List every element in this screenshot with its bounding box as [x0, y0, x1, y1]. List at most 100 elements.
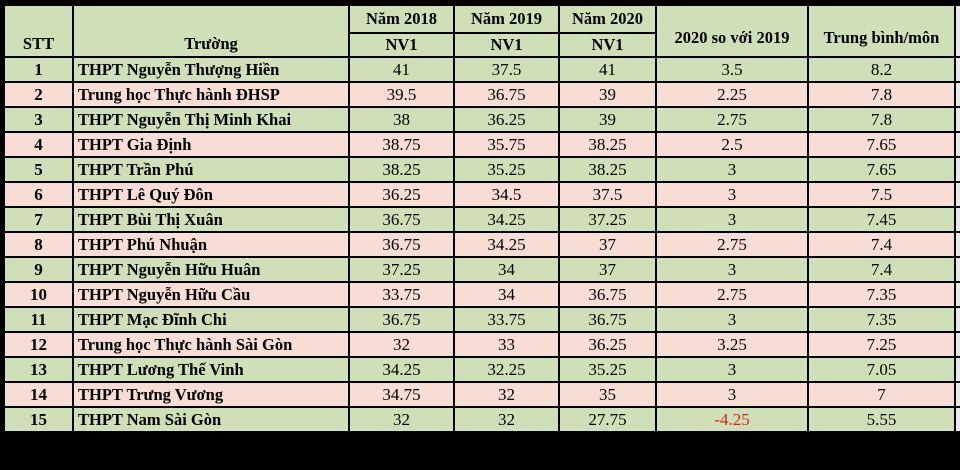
row-diff: 2.25: [655, 81, 809, 108]
row-blank-cell: [954, 131, 960, 158]
row-stt: 9: [3, 256, 74, 283]
admission-score-table: STT Trường Năm 2018 Năm 2019 Năm 2020 20…: [3, 4, 960, 433]
table-row: 7 THPT Bùi Thị Xuân 36.75 34.25 37.25 3 7.45: [3, 206, 960, 233]
table-row: 13 THPT Lương Thế Vinh 34.25 32.25 35.25 3 7.0…: [3, 356, 960, 383]
row-score-2019: 34: [453, 256, 560, 283]
row-score-2020: 35.25: [558, 356, 657, 383]
row-score-2019: 36.75: [453, 81, 560, 108]
row-score-2019: 36.25: [453, 106, 560, 133]
row-school: THPT Lương Thế Vinh: [72, 356, 350, 383]
row-score-2020: 35: [558, 381, 657, 408]
row-score-2019: 34.25: [453, 206, 560, 233]
row-score-2020: 27.75: [558, 406, 657, 433]
row-score-2018: 36.75: [348, 306, 455, 333]
row-score-2019: 34.25: [453, 231, 560, 258]
header-stt: STT: [3, 4, 74, 58]
row-score-2020: 39: [558, 81, 657, 108]
row-blank-cell: [954, 331, 960, 358]
row-blank-cell: [954, 81, 960, 108]
row-blank-cell: [954, 356, 960, 383]
row-average: 7.35: [807, 281, 956, 308]
table-body: 1 THPT Nguyễn Thượng Hiền 41 37.5 41 3.5 8.2 2 T…: [3, 56, 960, 433]
row-score-2018: 34.25: [348, 356, 455, 383]
table-row: 5 THPT Trần Phú 38.25 35.25 38.25 3 7.65: [3, 156, 960, 183]
table-row: 3 THPT Nguyễn Thị Minh Khai 38 36.25 39 2.75 7…: [3, 106, 960, 133]
row-school: THPT Nguyễn Thượng Hiền: [72, 56, 350, 83]
row-stt: 8: [3, 231, 74, 258]
row-average: 7.8: [807, 106, 956, 133]
header-year-2020: Năm 2020: [558, 4, 657, 34]
row-average: 7.5: [807, 181, 956, 208]
row-diff: 2.75: [655, 106, 809, 133]
row-score-2019: 35.25: [453, 156, 560, 183]
row-score-2018: 33.75: [348, 281, 455, 308]
row-score-2018: 37.25: [348, 256, 455, 283]
row-score-2018: 36.75: [348, 231, 455, 258]
table-row: 4 THPT Gia Định 38.75 35.75 38.25 2.5 7.65: [3, 131, 960, 158]
header-nv1-2019: NV1: [453, 32, 560, 58]
row-school: THPT Lê Quý Đôn: [72, 181, 350, 208]
row-diff: 2.75: [655, 231, 809, 258]
row-stt: 10: [3, 281, 74, 308]
row-school: THPT Nguyễn Hữu Huân: [72, 256, 350, 283]
row-score-2019: 32.25: [453, 356, 560, 383]
row-score-2020: 41: [558, 56, 657, 83]
row-score-2019: 33.75: [453, 306, 560, 333]
header-comparison: 2020 so với 2019: [655, 4, 809, 58]
row-diff: 3: [655, 156, 809, 183]
table-row: 14 THPT Trưng Vương 34.75 32 35 3 7: [3, 381, 960, 408]
header-year-2019: Năm 2019: [453, 4, 560, 34]
row-average: 7.35: [807, 306, 956, 333]
header-nv1-2020: NV1: [558, 32, 657, 58]
row-blank-cell: [954, 56, 960, 83]
row-score-2019: 32: [453, 406, 560, 433]
row-score-2019: 34.5: [453, 181, 560, 208]
row-diff: 2.75: [655, 281, 809, 308]
row-score-2019: 35.75: [453, 131, 560, 158]
row-average: 7: [807, 381, 956, 408]
row-score-2019: 34: [453, 281, 560, 308]
row-diff: 3: [655, 306, 809, 333]
row-average: 7.8: [807, 81, 956, 108]
row-average: 7.4: [807, 256, 956, 283]
header-blank-cell: [954, 4, 960, 58]
row-score-2020: 39: [558, 106, 657, 133]
row-score-2018: 32: [348, 331, 455, 358]
row-stt: 5: [3, 156, 74, 183]
header-year-2018: Năm 2018: [348, 4, 455, 34]
row-score-2019: 32: [453, 381, 560, 408]
table-row: 12 Trung học Thực hành Sài Gòn 32 33 36.25 3.…: [3, 331, 960, 358]
row-score-2018: 41: [348, 56, 455, 83]
row-score-2018: 36.75: [348, 206, 455, 233]
row-school: THPT Phú Nhuận: [72, 231, 350, 258]
row-school: THPT Nguyễn Hữu Cầu: [72, 281, 350, 308]
row-score-2020: 37.5: [558, 181, 657, 208]
row-score-2019: 37.5: [453, 56, 560, 83]
row-stt: 3: [3, 106, 74, 133]
table-row: 9 THPT Nguyễn Hữu Huân 37.25 34 37 3 7.4: [3, 256, 960, 283]
table-row: 1 THPT Nguyễn Thượng Hiền 41 37.5 41 3.5 8.2: [3, 56, 960, 83]
row-score-2018: 39.5: [348, 81, 455, 108]
row-blank-cell: [954, 281, 960, 308]
row-stt: 13: [3, 356, 74, 383]
row-score-2018: 36.25: [348, 181, 455, 208]
row-score-2020: 37.25: [558, 206, 657, 233]
row-school: THPT Mạc Đĩnh Chi: [72, 306, 350, 333]
row-diff: -4.25: [655, 406, 809, 433]
table-row: 8 THPT Phú Nhuận 36.75 34.25 37 2.75 7.4: [3, 231, 960, 258]
row-school: THPT Trần Phú: [72, 156, 350, 183]
row-stt: 14: [3, 381, 74, 408]
row-diff: 3: [655, 356, 809, 383]
table-row: 11 THPT Mạc Đĩnh Chi 36.75 33.75 36.75 3 7.35: [3, 306, 960, 333]
row-score-2018: 38: [348, 106, 455, 133]
row-school: Trung học Thực hành Sài Gòn: [72, 331, 350, 358]
header-average: Trung bình/môn: [807, 4, 956, 58]
header-school: Trường: [72, 4, 350, 58]
row-score-2020: 37: [558, 231, 657, 258]
row-blank-cell: [954, 406, 960, 433]
row-diff: 3.5: [655, 56, 809, 83]
row-blank-cell: [954, 206, 960, 233]
row-score-2020: 36.25: [558, 331, 657, 358]
row-school: Trung học Thực hành ĐHSP: [72, 81, 350, 108]
